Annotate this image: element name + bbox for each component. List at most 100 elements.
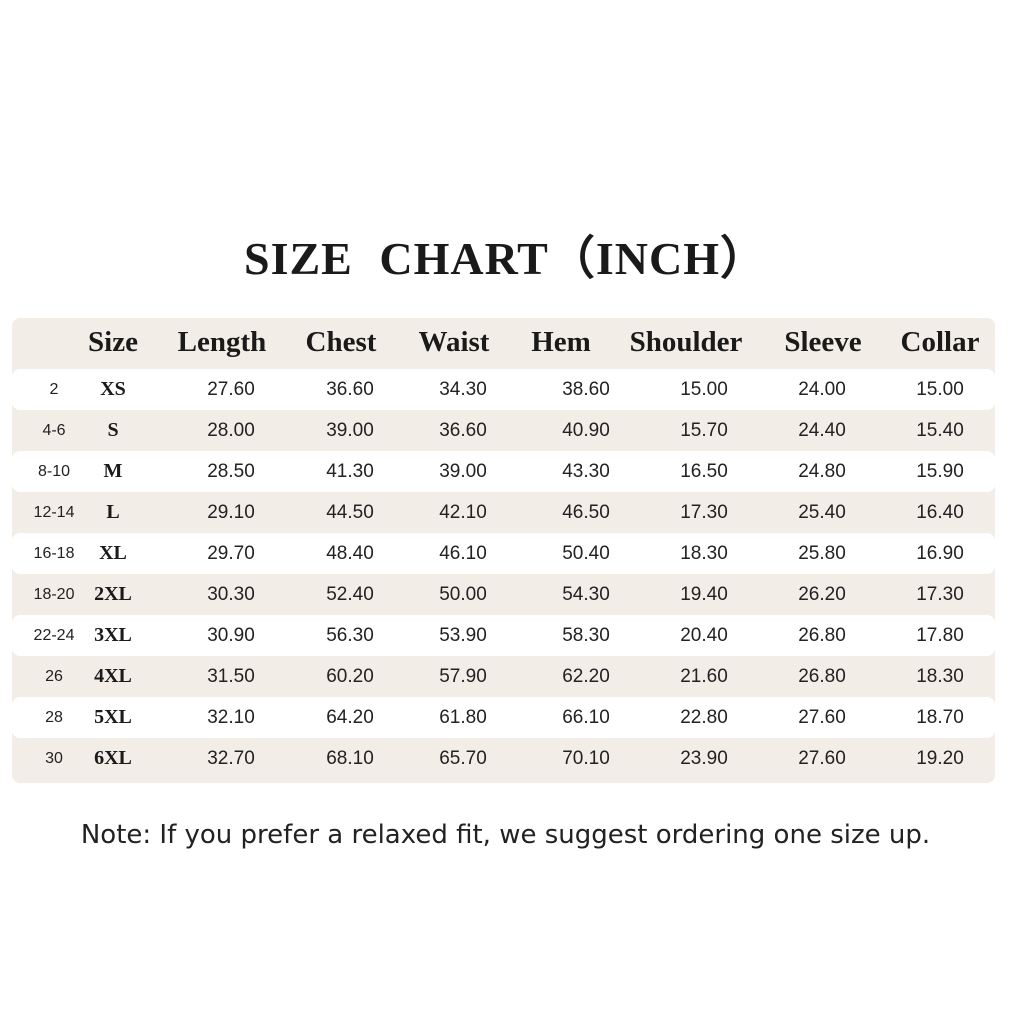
table-cell: 64.20	[326, 707, 374, 728]
table-cell: 6XL	[94, 747, 132, 769]
table-cell: 19.40	[680, 584, 728, 605]
table-cell: 60.20	[326, 666, 374, 687]
table-cell: 4XL	[94, 665, 132, 687]
table-cell: 52.40	[326, 584, 374, 605]
table-cell: 2XL	[94, 583, 132, 605]
column-header: Collar	[900, 326, 980, 358]
table-cell: 15.70	[680, 420, 728, 441]
table-cell: 21.60	[680, 666, 728, 687]
table-cell: S	[107, 419, 119, 441]
table-cell: 65.70	[439, 748, 487, 769]
table-cell: XL	[99, 542, 127, 564]
table-cell: 16.50	[680, 461, 728, 482]
table-cell: 17.30	[680, 502, 728, 523]
table-cell: 26.80	[798, 625, 846, 646]
table-header: Size Length Chest Waist Hem Shoulder Sleeve Col…	[12, 318, 995, 366]
table-cell: 4-6	[42, 422, 66, 439]
table-cell: 24.00	[798, 379, 846, 400]
table-cell: 50.40	[562, 543, 610, 564]
table-cell: 25.40	[798, 502, 846, 523]
table-cell: 46.10	[439, 543, 487, 564]
table-cell: 38.60	[562, 379, 610, 400]
table-cell: 43.30	[562, 461, 610, 482]
table-cell: 70.10	[562, 748, 610, 769]
table-row: 4-6 S 28.00 39.00 36.60 40.90 15.70 24.40 15.40	[12, 410, 995, 451]
table-row: 30 6XL 32.70 68.10 65.70 70.10 23.90 27.60 19.20	[12, 738, 995, 779]
table-cell: 15.00	[680, 379, 728, 400]
fit-note: Note: If you prefer a relaxed fit, we su…	[80, 820, 931, 850]
table-cell: 40.90	[562, 420, 610, 441]
table-cell: 62.20	[562, 666, 610, 687]
table-row: 12-14 L 29.10 44.50 42.10 46.50 17.30 25.40 16.4…	[12, 492, 995, 533]
table-row: 26 4XL 31.50 60.20 57.90 62.20 21.60 26.80 18.30	[12, 656, 995, 697]
table-cell: 12-14	[33, 504, 75, 521]
table-row: 8-10 M 28.50 41.30 39.00 43.30 16.50 24.80 15.90	[12, 451, 995, 492]
table-cell: 34.30	[439, 379, 487, 400]
table-cell: 24.80	[798, 461, 846, 482]
table-cell: 16-18	[33, 545, 75, 562]
table-cell: 18.30	[916, 666, 964, 687]
size-chart-table: Size Length Chest Waist Hem Shoulder Sleeve Col…	[12, 318, 995, 783]
table-cell: 28	[45, 709, 63, 726]
page-title: SIZE CHART（INCH）	[244, 233, 767, 284]
table-cell: 15.00	[916, 379, 964, 400]
table-cell: 29.10	[207, 502, 255, 523]
table-cell: 46.50	[562, 502, 610, 523]
table-cell: 39.00	[326, 420, 374, 441]
table-cell: 3XL	[94, 624, 132, 646]
table-cell: 54.30	[562, 584, 610, 605]
table-cell: 20.40	[680, 625, 728, 646]
table-cell: 26.80	[798, 666, 846, 687]
column-header: Hem	[531, 326, 591, 358]
table-cell: 16.40	[916, 502, 964, 523]
table-row: 2 XS 27.60 36.60 34.30 38.60 15.00 24.00 15.00	[12, 369, 995, 410]
table-cell: 39.00	[439, 461, 487, 482]
table-cell: 22.80	[680, 707, 728, 728]
table-row: 28 5XL 32.10 64.20 61.80 66.10 22.80 27.60 18.70	[12, 697, 995, 738]
table-cell: 15.90	[916, 461, 964, 482]
table-cell: 19.20	[916, 748, 964, 769]
table-cell: 53.90	[439, 625, 487, 646]
table-cell: 28.50	[207, 461, 255, 482]
column-header: Shoulder	[629, 326, 743, 358]
table-cell: 5XL	[94, 706, 132, 728]
table-cell: 30.30	[207, 584, 255, 605]
table-cell: 50.00	[439, 584, 487, 605]
table-cell: 22-24	[33, 627, 75, 644]
table-cell: 44.50	[326, 502, 374, 523]
table-cell: 61.80	[439, 707, 487, 728]
column-header: Waist	[418, 326, 490, 358]
table-cell: 29.70	[207, 543, 255, 564]
column-header: Sleeve	[784, 326, 862, 358]
table-cell: 58.30	[562, 625, 610, 646]
table-cell: 8-10	[37, 463, 71, 480]
column-header: Length	[177, 326, 267, 358]
table-cell: 24.40	[798, 420, 846, 441]
table-cell: 28.00	[207, 420, 255, 441]
column-header: Size	[88, 326, 138, 358]
table-cell: 25.80	[798, 543, 846, 564]
table-cell: M	[103, 460, 123, 482]
table-cell: XS	[100, 378, 126, 400]
table-cell: 30	[45, 750, 63, 767]
table-cell: 56.30	[326, 625, 374, 646]
table-cell: 30.90	[207, 625, 255, 646]
table-row: 16-18 XL 29.70 48.40 46.10 50.40 18.30 25.80 16.…	[12, 533, 995, 574]
table-row: 18-20 2XL 30.30 52.40 50.00 54.30 19.40 26.20 17…	[12, 574, 995, 615]
table-cell: 36.60	[439, 420, 487, 441]
table-cell: 48.40	[326, 543, 374, 564]
table-cell: 42.10	[439, 502, 487, 523]
table-cell: 27.60	[798, 748, 846, 769]
table-cell: 15.40	[916, 420, 964, 441]
column-header: Chest	[305, 326, 377, 358]
table-cell: 23.90	[680, 748, 728, 769]
table-cell: 18.30	[680, 543, 728, 564]
table-cell: 17.80	[916, 625, 964, 646]
table-cell: 27.60	[207, 379, 255, 400]
table-cell: 16.90	[916, 543, 964, 564]
table-cell: 31.50	[207, 666, 255, 687]
table-cell: 68.10	[326, 748, 374, 769]
table-cell: 57.90	[439, 666, 487, 687]
table-cell: 41.30	[326, 461, 374, 482]
table-cell: 32.70	[207, 748, 255, 769]
